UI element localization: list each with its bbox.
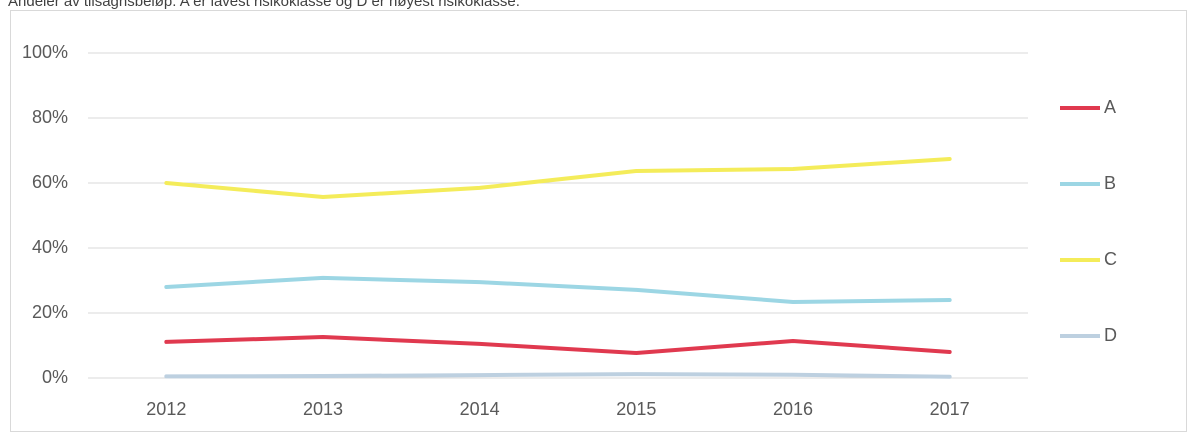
legend-label: C xyxy=(1104,249,1117,269)
x-tick-label: 2013 xyxy=(303,399,343,419)
legend-label: A xyxy=(1104,97,1116,117)
x-tick-label: 2014 xyxy=(460,399,500,419)
chart-border xyxy=(10,10,1187,432)
legend-label: D xyxy=(1104,325,1117,345)
y-tick-label: 80% xyxy=(32,107,68,127)
x-tick-label: 2012 xyxy=(146,399,186,419)
x-tick-label: 2017 xyxy=(930,399,970,419)
series-line xyxy=(164,372,952,379)
y-tick-label: 100% xyxy=(22,42,68,62)
x-tick-label: 2016 xyxy=(773,399,813,419)
series-line xyxy=(164,156,952,199)
y-tick-label: 0% xyxy=(42,367,68,387)
x-tick-label: 2015 xyxy=(616,399,656,419)
y-tick-label: 60% xyxy=(32,172,68,192)
series-line xyxy=(164,335,952,355)
chart-title: Andeler av tilsagnsbeløp. A er lavest ri… xyxy=(8,0,520,10)
y-tick-label: 20% xyxy=(32,302,68,322)
legend-label: B xyxy=(1104,173,1116,193)
y-tick-label: 40% xyxy=(32,237,68,257)
series-line xyxy=(164,275,952,304)
